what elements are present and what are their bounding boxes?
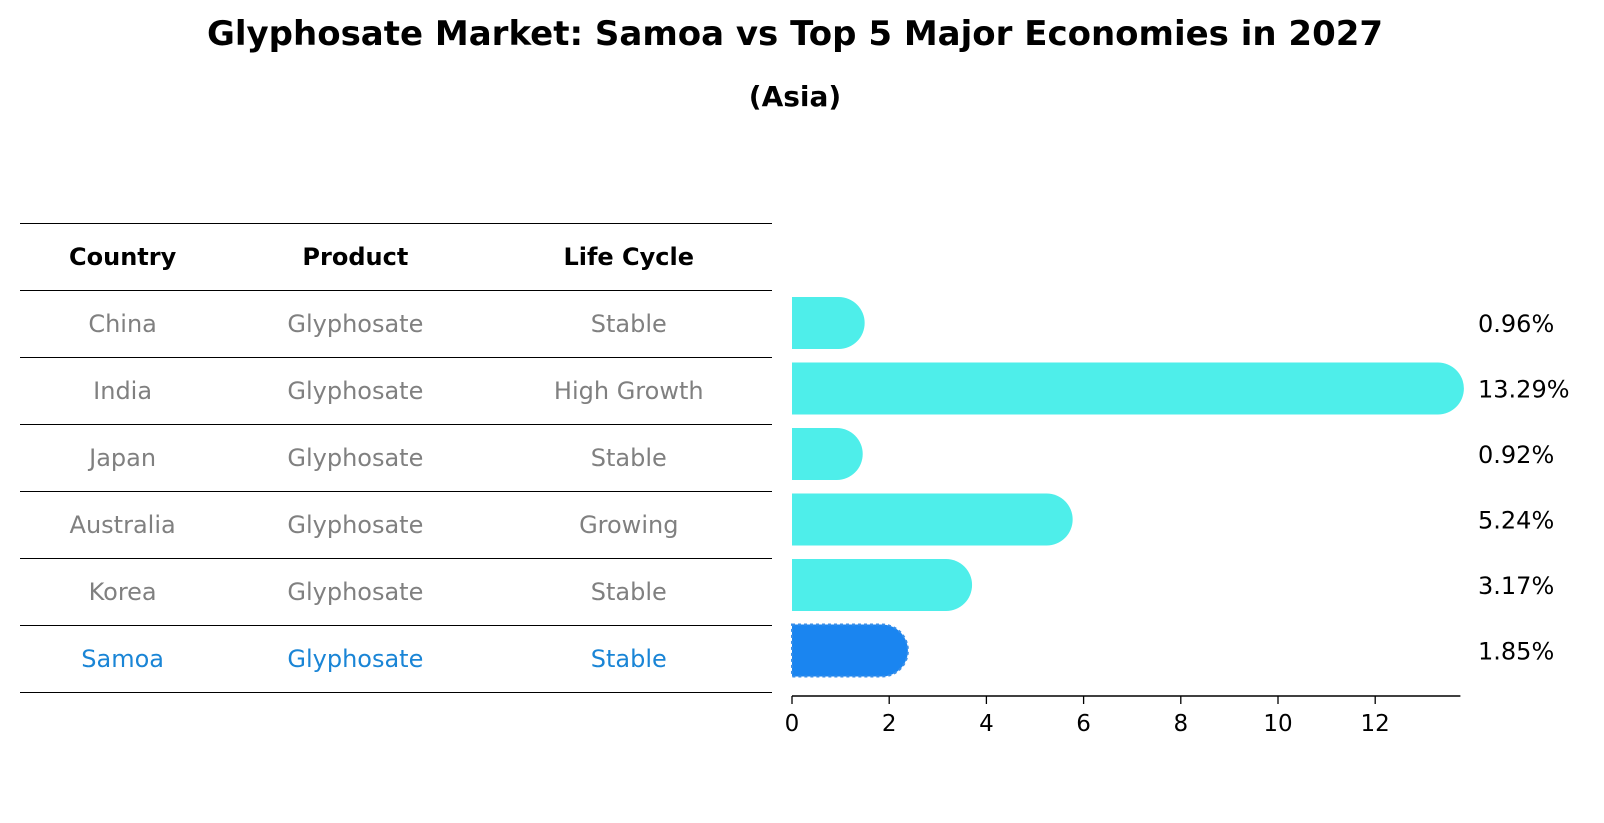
cell-product: Glyphosate xyxy=(225,625,486,693)
x-tick-label: 4 xyxy=(979,711,994,737)
cell-life-cycle: Stable xyxy=(485,558,772,626)
x-tick-label: 0 xyxy=(785,711,800,737)
bar-china xyxy=(792,297,865,349)
table-row: Japan Glyphosate Stable xyxy=(20,424,772,492)
column-header-life-cycle: Life Cycle xyxy=(485,223,772,291)
chart-title: Glyphosate Market: Samoa vs Top 5 Major … xyxy=(206,14,1384,54)
bar-australia xyxy=(792,493,1073,546)
table-row: Korea Glyphosate Stable xyxy=(20,558,772,626)
cell-life-cycle: High Growth xyxy=(485,357,772,425)
bar-korea xyxy=(792,559,973,611)
x-tick-label: 10 xyxy=(1263,711,1292,737)
value-label: 1.85% xyxy=(1478,638,1554,666)
bar-japan xyxy=(792,428,863,480)
column-header-country: Country xyxy=(20,223,226,291)
cell-product: Glyphosate xyxy=(225,290,486,358)
table-row-highlighted: Samoa Glyphosate Stable xyxy=(20,625,772,693)
cell-life-cycle: Stable xyxy=(485,625,772,693)
value-label: 0.96% xyxy=(1478,310,1554,338)
cell-product: Glyphosate xyxy=(225,424,486,492)
x-tick-label: 2 xyxy=(882,711,897,737)
value-label: 3.17% xyxy=(1478,572,1554,600)
cell-country: India xyxy=(20,357,226,425)
x-tick-label: 8 xyxy=(1173,711,1188,737)
value-label: 0.92% xyxy=(1478,441,1554,469)
bar-india xyxy=(792,362,1464,415)
table-row: China Glyphosate Stable xyxy=(20,290,772,358)
bar-samoa xyxy=(791,623,909,678)
cell-product: Glyphosate xyxy=(225,491,486,559)
column-header-product: Product xyxy=(225,223,486,291)
cell-product: Glyphosate xyxy=(225,558,486,626)
value-label: 5.24% xyxy=(1478,507,1554,535)
x-tick-label: 6 xyxy=(1076,711,1091,737)
chart-subtitle: (Asia) xyxy=(748,80,842,113)
country-table: Country Product Life Cycle China Glyphos… xyxy=(20,223,772,693)
cell-product: Glyphosate xyxy=(225,357,486,425)
cell-life-cycle: Stable xyxy=(485,290,772,358)
x-tick-label: 12 xyxy=(1361,711,1390,737)
cell-life-cycle: Stable xyxy=(485,424,772,492)
table-row: Australia Glyphosate Growing xyxy=(20,491,772,559)
cell-country: Australia xyxy=(20,491,226,559)
cell-country: Korea xyxy=(20,558,226,626)
table-row: India Glyphosate High Growth xyxy=(20,357,772,425)
cell-country: China xyxy=(20,290,226,358)
cell-country: Samoa xyxy=(20,625,226,693)
cell-country: Japan xyxy=(20,424,226,492)
table-header-row: Country Product Life Cycle xyxy=(20,223,772,291)
cell-life-cycle: Growing xyxy=(485,491,772,559)
value-label: 13.29% xyxy=(1478,376,1570,404)
